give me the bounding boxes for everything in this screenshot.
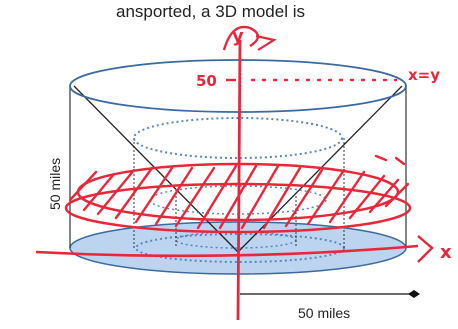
x-axis-label: x bbox=[440, 242, 452, 263]
y-tick-label: 50 bbox=[196, 72, 217, 90]
height-label: 50 miles bbox=[47, 158, 63, 210]
x-axis-line bbox=[35, 244, 419, 258]
cylinder-top bbox=[69, 59, 407, 113]
top-caption: ansported, a 3D model is bbox=[116, 2, 305, 21]
line-equation-label: x=y bbox=[408, 66, 440, 84]
rotation-arrow-head bbox=[255, 34, 277, 51]
y-axis-label: y bbox=[232, 26, 244, 47]
radius-measure-end-marker bbox=[408, 290, 420, 298]
x-axis-arrow bbox=[417, 235, 434, 263]
y-axis-line bbox=[236, 39, 242, 321]
inner-top-dotted-circle bbox=[133, 117, 343, 159]
radius-label: 50 miles bbox=[298, 305, 350, 321]
rotation-arrow bbox=[222, 25, 260, 51]
